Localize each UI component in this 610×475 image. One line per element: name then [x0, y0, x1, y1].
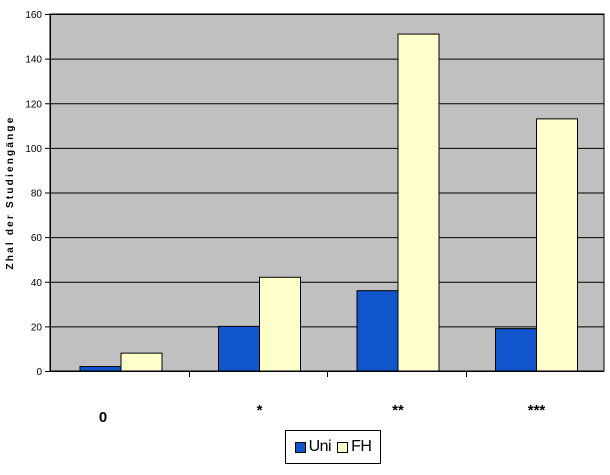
legend: Uni FH: [285, 430, 381, 464]
legend-label-fh: FH: [351, 438, 372, 455]
x-categories: 0 * ** ***: [99, 402, 546, 426]
bar-uni-2: [356, 290, 399, 372]
y-tick-label: 120: [25, 99, 42, 110]
gridlines: [50, 14, 604, 328]
legend-swatch-uni: [294, 441, 306, 453]
bar-fh-1: [259, 276, 301, 372]
legend-label-uni: Uni: [308, 438, 332, 455]
axes: [50, 14, 604, 377]
y-ticks: 0 20 40 60 80 100 120 140 160: [25, 10, 50, 378]
y-axis-title: Zhal der Studiengänge: [5, 116, 16, 270]
bar-fh-3: [536, 118, 578, 372]
legend-item-uni: Uni: [294, 438, 332, 456]
bar-uni-3: [495, 328, 537, 372]
y-tick-label: 160: [25, 10, 42, 21]
y-tick-label: 40: [31, 278, 43, 289]
y-tick-label: 60: [31, 233, 43, 244]
y-tick-label: 0: [36, 367, 42, 378]
bar-fh-0: [120, 352, 163, 372]
x-category-label: 0: [99, 409, 107, 426]
bar-fh-2: [397, 33, 440, 372]
x-category-label: ***: [528, 402, 546, 419]
legend-item-fh: FH: [337, 438, 372, 456]
bar-uni-1: [218, 325, 260, 372]
y-tick-label: 80: [31, 189, 43, 200]
bar-uni-0: [79, 366, 122, 372]
y-tick-label: 20: [31, 322, 43, 333]
y-tick-label: 100: [25, 144, 42, 155]
x-category-label: **: [392, 402, 404, 419]
bars: [79, 33, 578, 372]
legend-swatch-fh: [337, 441, 349, 453]
y-tick-label: 140: [25, 55, 42, 66]
x-category-label: *: [257, 402, 263, 419]
